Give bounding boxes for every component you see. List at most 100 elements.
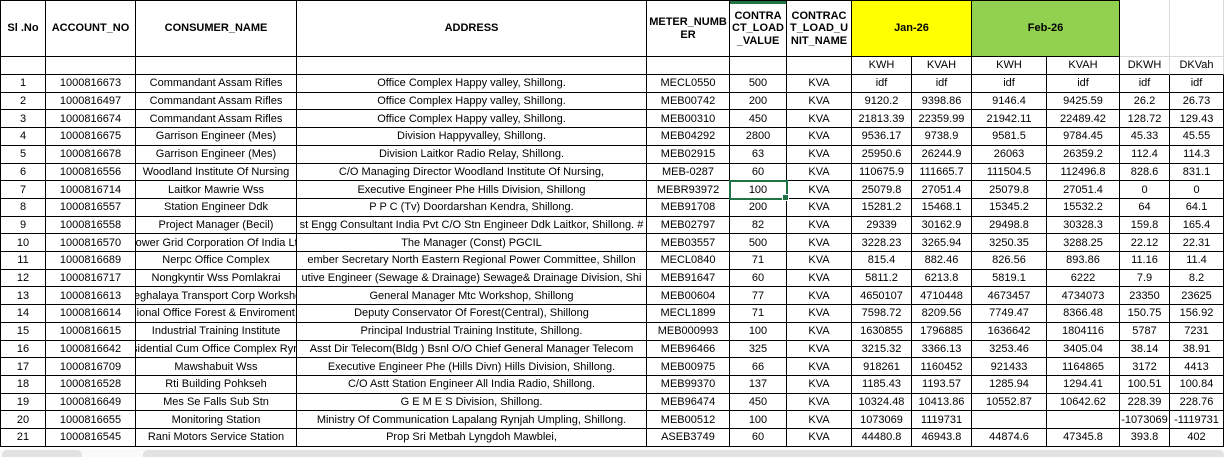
cell-feb_kvah[interactable]: 22489.42 bbox=[1047, 110, 1120, 129]
cell-sl_no[interactable]: 17 bbox=[0, 358, 46, 376]
cell-account_no[interactable]: 1000816556 bbox=[46, 163, 136, 182]
cell-dkwh[interactable]: 100.51 bbox=[1120, 375, 1170, 394]
cell-account_no[interactable]: 1000816497 bbox=[46, 92, 136, 111]
cell-contract_load_unit_name[interactable]: KVA bbox=[787, 128, 852, 146]
cell-meter_number[interactable]: MEB00604 bbox=[647, 287, 730, 306]
cell-sl_no[interactable]: 5 bbox=[0, 145, 46, 164]
cell-account_no[interactable]: 1000816673 bbox=[46, 75, 136, 93]
cell-feb_kvah[interactable]: 893.86 bbox=[1047, 252, 1120, 270]
col-header-address[interactable]: ADDRESS bbox=[297, 0, 647, 57]
cell-feb_kwh[interactable]: 826.56 bbox=[972, 252, 1047, 270]
cell-sl_no[interactable]: 15 bbox=[0, 322, 46, 341]
cell-jan_kwh[interactable]: 29339 bbox=[852, 216, 912, 235]
empty-cell[interactable] bbox=[136, 57, 297, 75]
cell-feb_kwh[interactable]: idf bbox=[972, 75, 1047, 93]
cell-feb_kwh[interactable]: 10552.87 bbox=[972, 393, 1047, 412]
cell-jan_kvah[interactable]: 9738.9 bbox=[912, 128, 972, 146]
cell-address[interactable]: Office Complex Happy valley, Shillong. bbox=[297, 92, 647, 111]
cell-feb_kvah[interactable]: 1804116 bbox=[1047, 322, 1120, 341]
cell-contract_load_value[interactable]: 71 bbox=[730, 252, 787, 270]
cell-contract_load_unit_name[interactable]: KVA bbox=[787, 322, 852, 341]
cell-address[interactable]: Division Laitkor Radio Relay, Shillong. bbox=[297, 145, 647, 164]
cell-feb_kvah[interactable]: 15532.2 bbox=[1047, 198, 1120, 217]
cell-dkwh[interactable]: 828.6 bbox=[1120, 163, 1170, 182]
cell-jan_kwh[interactable]: 21813.39 bbox=[852, 110, 912, 129]
cell-meter_number[interactable]: MEB00310 bbox=[647, 110, 730, 129]
cell-address[interactable]: P P C (Tv) Doordarshan Kendra, Shillong. bbox=[297, 198, 647, 217]
cell-sl_no[interactable]: 21 bbox=[0, 429, 46, 447]
cell-sl_no[interactable]: 6 bbox=[0, 163, 46, 182]
cell-dkwh[interactable]: 228.39 bbox=[1120, 393, 1170, 412]
cell-feb_kvah[interactable]: 9425.59 bbox=[1047, 92, 1120, 111]
cell-consumer_name[interactable]: Mawshabuit Wss bbox=[136, 358, 297, 376]
cell-feb_kvah[interactable]: 3288.25 bbox=[1047, 234, 1120, 253]
cell-jan_kwh[interactable]: 25079.8 bbox=[852, 181, 912, 199]
cell-meter_number[interactable]: MEB00975 bbox=[647, 358, 730, 376]
cell-feb_kwh[interactable]: 29498.8 bbox=[972, 216, 1047, 235]
cell-dkvah[interactable]: 11.4 bbox=[1170, 252, 1224, 270]
cell-meter_number[interactable]: MEB03557 bbox=[647, 234, 730, 253]
cell-contract_load_value[interactable]: 66 bbox=[730, 358, 787, 376]
cell-address[interactable]: General Manager Mtc Workshop, Shillong bbox=[297, 287, 647, 306]
cell-sl_no[interactable]: 9 bbox=[0, 216, 46, 235]
cell-account_no[interactable]: 1000816528 bbox=[46, 375, 136, 394]
cell-account_no[interactable]: 1000816717 bbox=[46, 269, 136, 288]
cell-meter_number[interactable]: ASEB3749 bbox=[647, 429, 730, 447]
cell-feb_kwh[interactable]: 111504.5 bbox=[972, 163, 1047, 182]
cell-account_no[interactable]: 1000816557 bbox=[46, 198, 136, 217]
cell-dkwh[interactable]: 112.4 bbox=[1120, 145, 1170, 164]
cell-feb_kvah[interactable]: 1164865 bbox=[1047, 358, 1120, 376]
cell-feb_kvah[interactable]: idf bbox=[1047, 75, 1120, 93]
cell-feb_kwh[interactable]: 4673457 bbox=[972, 287, 1047, 306]
cell-jan_kwh[interactable]: 9120.2 bbox=[852, 92, 912, 111]
cell-feb_kwh[interactable]: 9581.5 bbox=[972, 128, 1047, 146]
cell-feb_kwh[interactable] bbox=[972, 411, 1047, 430]
cell-meter_number[interactable]: MEB96474 bbox=[647, 393, 730, 412]
cell-dkvah[interactable]: 228.76 bbox=[1170, 393, 1224, 412]
cell-account_no[interactable]: 1000816613 bbox=[46, 287, 136, 306]
cell-consumer_name[interactable]: Industrial Training Institute bbox=[136, 322, 297, 341]
cell-address[interactable]: st Engg Consultant India Pvt C/O Stn Eng… bbox=[297, 216, 647, 235]
cell-contract_load_value[interactable]: 60 bbox=[730, 163, 787, 182]
cell-account_no[interactable]: 1000816642 bbox=[46, 340, 136, 359]
cell-dkvah[interactable]: idf bbox=[1170, 75, 1224, 93]
cell-jan_kwh[interactable]: 1185.43 bbox=[852, 375, 912, 394]
cell-contract_load_unit_name[interactable]: KVA bbox=[787, 216, 852, 235]
cell-contract_load_value[interactable]: 2800 bbox=[730, 128, 787, 146]
cell-jan_kvah[interactable]: 4710448 bbox=[912, 287, 972, 306]
month-header-feb-26[interactable]: Feb-26 bbox=[972, 0, 1120, 57]
cell-meter_number[interactable]: MEB91647 bbox=[647, 269, 730, 288]
empty-cell[interactable] bbox=[297, 57, 647, 75]
empty-cell[interactable] bbox=[787, 57, 852, 75]
cell-dkwh[interactable]: 22.12 bbox=[1120, 234, 1170, 253]
cell-contract_load_unit_name[interactable]: KVA bbox=[787, 234, 852, 253]
cell-jan_kwh[interactable]: 110675.9 bbox=[852, 163, 912, 182]
col-header-account-no[interactable]: ACCOUNT_NO bbox=[46, 0, 136, 57]
cell-jan_kwh[interactable]: 4650107 bbox=[852, 287, 912, 306]
cell-feb_kwh[interactable]: 1285.94 bbox=[972, 375, 1047, 394]
cell-contract_load_value[interactable]: 71 bbox=[730, 305, 787, 323]
cell-contract_load_value[interactable]: 60 bbox=[730, 429, 787, 447]
cell-consumer_name[interactable]: Nerpc Office Complex bbox=[136, 252, 297, 270]
cell-contract_load_unit_name[interactable]: KVA bbox=[787, 163, 852, 182]
cell-jan_kwh[interactable]: 1630855 bbox=[852, 322, 912, 341]
cell-contract_load_value[interactable]: 200 bbox=[730, 92, 787, 111]
cell-dkwh[interactable]: 7.9 bbox=[1120, 269, 1170, 288]
cell-account_no[interactable]: 1000816714 bbox=[46, 181, 136, 199]
cell-feb_kvah[interactable]: 3405.04 bbox=[1047, 340, 1120, 359]
cell-address[interactable]: C/O Managing Director Woodland Institute… bbox=[297, 163, 647, 182]
cell-address[interactable]: Asst Dir Telecom(Bldg ) Bsnl O/O Chief G… bbox=[297, 340, 647, 359]
cell-address[interactable]: G E M E S Division, Shillong. bbox=[297, 393, 647, 412]
cell-feb_kvah[interactable]: 26359.2 bbox=[1047, 145, 1120, 164]
cell-feb_kwh[interactable]: 44874.6 bbox=[972, 429, 1047, 447]
cell-sl_no[interactable]: 18 bbox=[0, 375, 46, 394]
cell-contract_load_value[interactable]: 450 bbox=[730, 393, 787, 412]
cell-consumer_name[interactable]: Power Grid Corporation Of India Ltd bbox=[136, 234, 297, 253]
cell-contract_load_value[interactable]: 137 bbox=[730, 375, 787, 394]
cell-sl_no[interactable]: 8 bbox=[0, 198, 46, 217]
cell-contract_load_value[interactable]: 63 bbox=[730, 145, 787, 164]
cell-feb_kvah[interactable]: 6222 bbox=[1047, 269, 1120, 288]
cell-meter_number[interactable]: MEB00742 bbox=[647, 92, 730, 111]
cell-meter_number[interactable]: MEB02797 bbox=[647, 216, 730, 235]
cell-meter_number[interactable]: MEB-0287 bbox=[647, 163, 730, 182]
